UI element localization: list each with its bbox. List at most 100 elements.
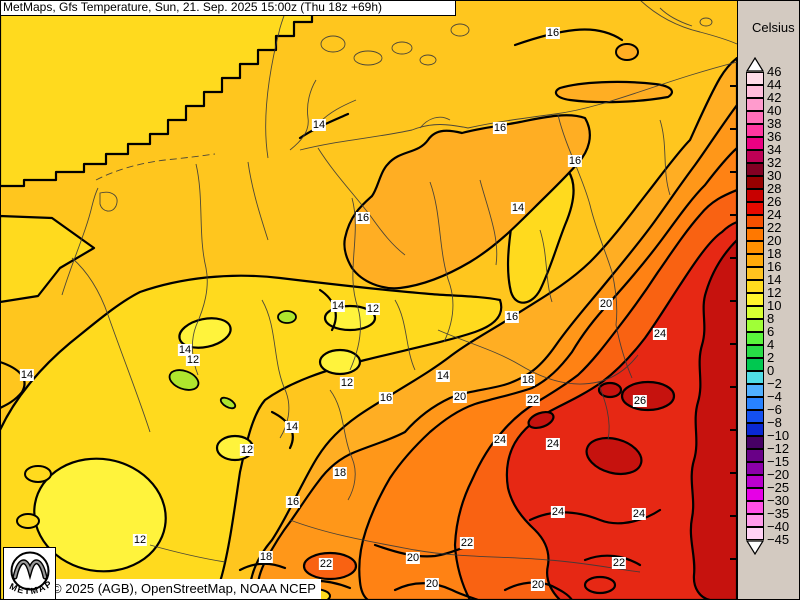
state-border xyxy=(329,389,356,501)
legend-tick-label: 20 xyxy=(767,233,782,248)
legend-tick-label: 18 xyxy=(767,246,782,261)
legend-color-cell xyxy=(746,267,764,280)
wadden-islands xyxy=(95,153,216,181)
swedish-island xyxy=(699,17,713,27)
border-cz xyxy=(597,381,610,441)
state-border xyxy=(479,179,498,266)
danish-island xyxy=(320,35,346,53)
river-oder-border xyxy=(557,114,633,379)
contour-label-20: 20 xyxy=(530,579,546,591)
river-rhine xyxy=(71,257,151,433)
legend-color-cell xyxy=(746,98,764,111)
contour-label-14: 14 xyxy=(510,202,526,214)
region-26-28-core xyxy=(597,381,623,399)
contour-label-14: 14 xyxy=(330,300,346,312)
legend-tick-label: −25 xyxy=(767,480,790,495)
contour-label-16: 16 xyxy=(545,27,561,39)
legend-color-cell xyxy=(746,527,764,540)
legend-color-cell xyxy=(746,72,764,85)
contour-label-16: 16 xyxy=(567,155,583,167)
contour-label-14: 14 xyxy=(311,119,327,131)
legend-color-cell xyxy=(746,462,764,475)
legend-tick-label: 2 xyxy=(767,350,775,365)
contour-label-24: 24 xyxy=(492,434,508,446)
legend-tick-label: −30 xyxy=(767,493,790,508)
legend-color-cell xyxy=(746,111,764,124)
contour-label-14: 14 xyxy=(284,421,300,433)
legend-tick-label: −45 xyxy=(767,532,790,547)
contour-label-24: 24 xyxy=(550,506,566,518)
north-sea-coastline xyxy=(61,187,99,296)
legend-tick-label: 24 xyxy=(767,207,782,222)
state-border xyxy=(349,197,361,371)
legend-overflow-arrow-down-icon xyxy=(746,540,764,555)
legend-tick-label: 42 xyxy=(767,90,782,105)
legend-tick-label: −8 xyxy=(767,415,782,430)
legend-color-cell xyxy=(746,449,764,462)
danish-island xyxy=(353,50,383,66)
contour-label-20: 20 xyxy=(405,552,421,564)
region-26-28-east-strip xyxy=(689,238,737,600)
legend-color-cell xyxy=(746,475,764,488)
contour-label-18: 18 xyxy=(332,467,348,479)
contour-label-22: 22 xyxy=(611,557,627,569)
contour-label-24: 24 xyxy=(631,508,647,520)
state-border xyxy=(429,181,454,343)
contour-label-18: 18 xyxy=(258,551,274,563)
metmaps-logo-icon: METMAPS xyxy=(0,540,53,596)
region-26-28-core xyxy=(527,410,555,430)
state-border xyxy=(539,229,553,303)
temperature-map xyxy=(0,0,737,600)
region-24-26-southeast xyxy=(505,220,737,600)
legend-color-cell xyxy=(746,293,764,306)
map-title: MetMaps, Gfs Temperature, Sun, 21. Sep. … xyxy=(3,0,382,14)
legend-color-cell xyxy=(746,410,764,423)
legend-tick-label: −4 xyxy=(767,389,782,404)
contour-label-12: 12 xyxy=(132,534,148,546)
contour-label-22: 22 xyxy=(318,558,334,570)
legend-tick-label: −10 xyxy=(767,428,790,443)
legend-color-cell xyxy=(746,306,764,319)
state-border xyxy=(394,299,416,371)
legend-tick-label: 44 xyxy=(767,77,782,92)
contour-label-12: 12 xyxy=(339,377,355,389)
legend-tick-label: 0 xyxy=(767,363,775,378)
legend-tick-label: −2 xyxy=(767,376,782,391)
contour-label-24: 24 xyxy=(652,328,668,340)
region-10-12-pocket xyxy=(323,304,377,332)
contour-label-14: 14 xyxy=(435,370,451,382)
contour-label-22: 22 xyxy=(459,537,475,549)
legend-color-cell xyxy=(746,371,764,384)
legend-color-cell xyxy=(746,436,764,449)
legend-tick-label: 28 xyxy=(767,181,782,196)
contour-label-26: 26 xyxy=(632,395,648,407)
contour-label-20: 20 xyxy=(424,578,440,590)
contour-label-12: 12 xyxy=(365,303,381,315)
border-de-at xyxy=(289,519,641,573)
contour-label-12: 12 xyxy=(239,444,255,456)
danish-island xyxy=(450,23,470,37)
legend-tick-label: 4 xyxy=(767,337,775,352)
legend-tick-label: 32 xyxy=(767,155,782,170)
region-8-10-mountain xyxy=(219,396,237,410)
legend-tick-label: 38 xyxy=(767,116,782,131)
legend-panel: Celsius 46 44 42 40 38 36 34 32 30 28 26 24 22 20 18 16… xyxy=(737,0,800,600)
legend-color-cell xyxy=(746,423,764,436)
region-16-18-island xyxy=(615,43,639,61)
legend-tick-label: −6 xyxy=(767,402,782,417)
legend-tick-label: −20 xyxy=(767,467,790,482)
metmaps-logo: METMAPS xyxy=(0,540,56,600)
legend-tick-label: 46 xyxy=(767,64,782,79)
legend-color-cell xyxy=(746,397,764,410)
border-nl-de xyxy=(191,163,208,376)
legend-tick-label: −12 xyxy=(767,441,790,456)
legend-tick-label: 12 xyxy=(767,285,782,300)
legend-tick-label: −35 xyxy=(767,506,790,521)
contour-label-14: 14 xyxy=(19,369,35,381)
border-de-cz xyxy=(437,329,639,385)
legend-color-cell xyxy=(746,163,764,176)
legend-tick-label: 16 xyxy=(767,259,782,274)
contour-label-24: 24 xyxy=(545,438,561,450)
legend-color-cell xyxy=(746,241,764,254)
